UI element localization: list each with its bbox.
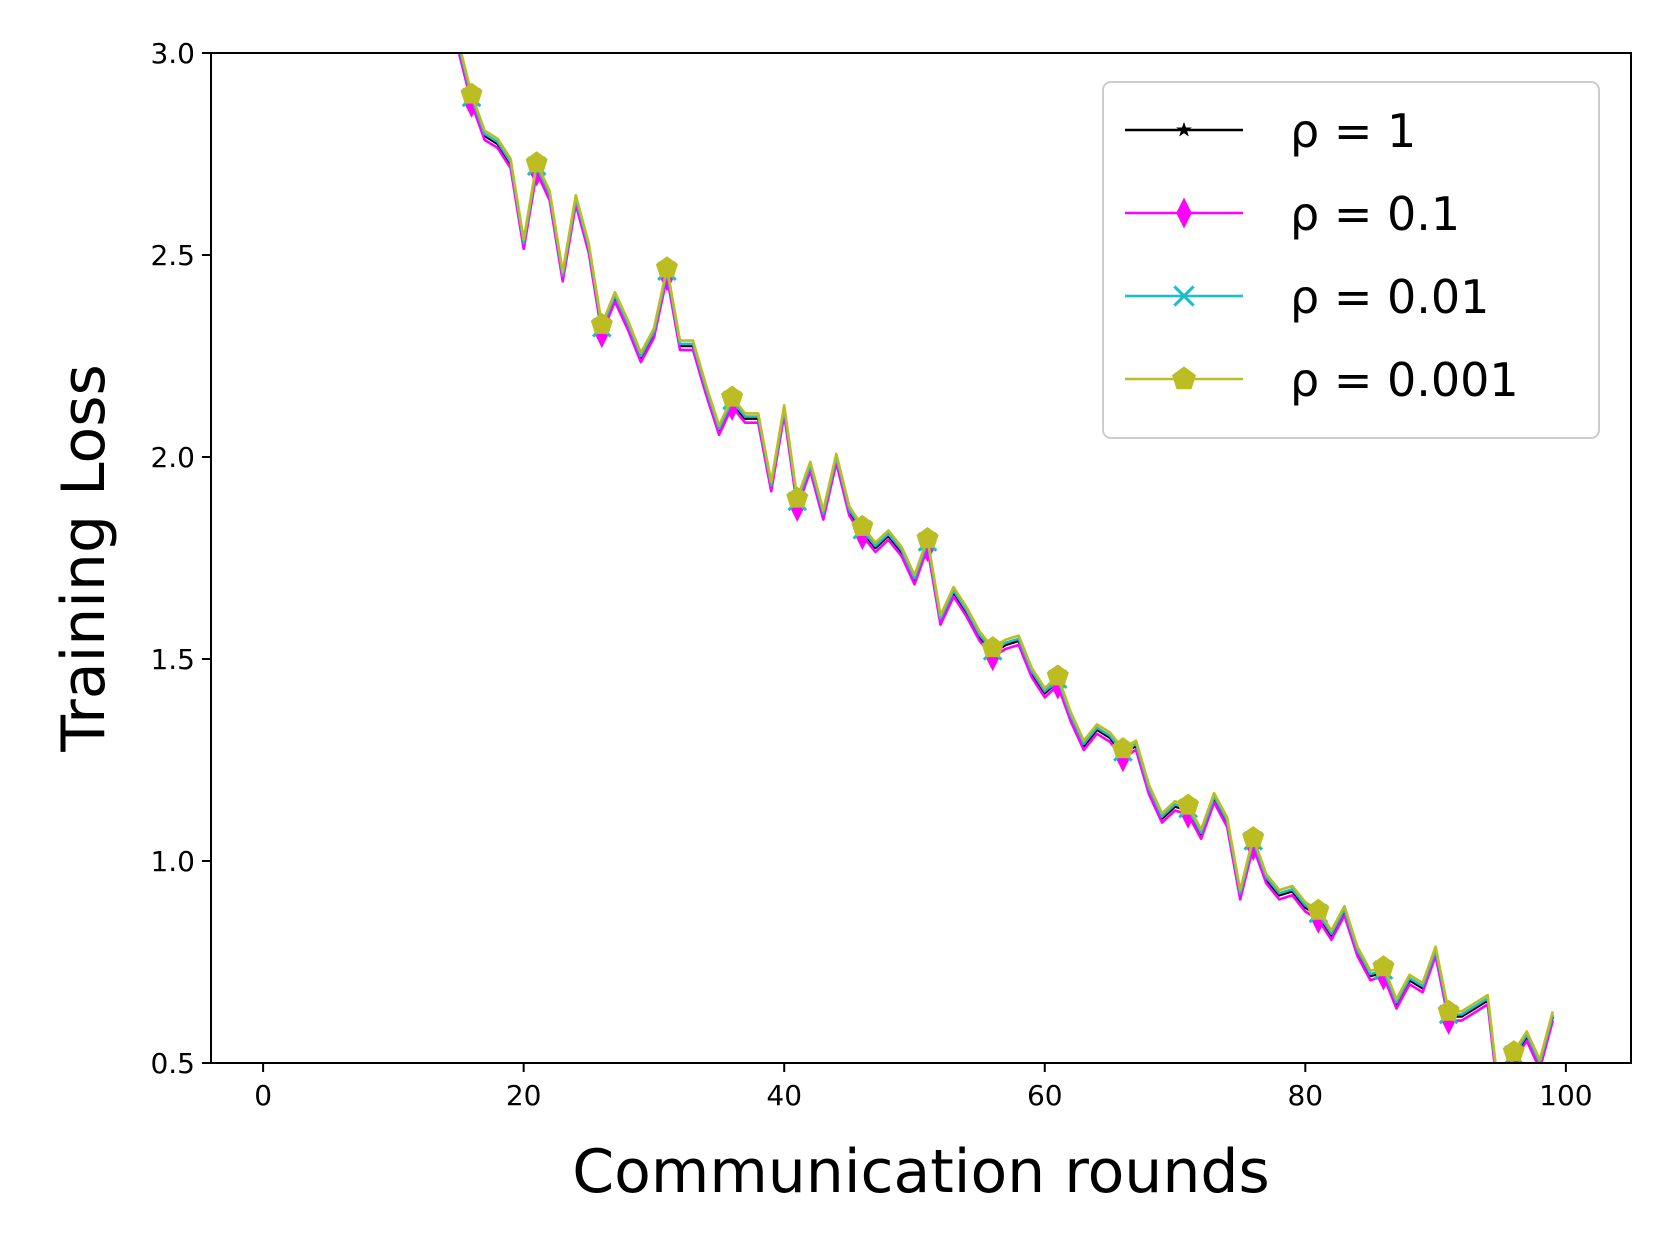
y-tick-label: 3.0 xyxy=(150,37,195,70)
legend-item: ρ = 0.001 xyxy=(1125,353,1519,407)
legend-label: ρ = 1 xyxy=(1290,104,1416,158)
series-marker xyxy=(1176,197,1192,229)
plot-frame xyxy=(210,52,1632,1064)
x-tick-label: 0 xyxy=(254,1079,272,1112)
series-marker xyxy=(1502,1040,1525,1062)
legend-item: ρ = 0.01 xyxy=(1125,270,1489,324)
legend: ρ = 1 ρ = 0.1 ρ = 0.01 ρ = 0.001 xyxy=(1102,81,1600,439)
series-marker xyxy=(1111,737,1134,759)
y-axis-title: Training Loss xyxy=(49,364,119,752)
series-marker xyxy=(851,514,874,536)
series-marker xyxy=(1173,285,1195,307)
series-line xyxy=(459,53,1555,1063)
series-marker xyxy=(590,312,613,334)
series-line xyxy=(457,53,1555,1063)
x-tick-label: 20 xyxy=(506,1079,542,1112)
legend-item: ρ = 0.1 xyxy=(1125,187,1460,241)
x-axis: 0 20 40 60 80 100 xyxy=(254,1063,1593,1112)
series-marker xyxy=(1437,999,1460,1021)
x-axis-title: Communication rounds xyxy=(572,1137,1269,1207)
y-tick-label: 1.5 xyxy=(150,643,195,676)
series-marker xyxy=(916,526,939,548)
y-tick-label: 1.0 xyxy=(150,845,195,878)
series-marker xyxy=(981,636,1004,658)
series-marker xyxy=(1046,664,1069,686)
series-marker xyxy=(460,82,483,104)
series-marker xyxy=(1177,793,1200,815)
series-marker xyxy=(1242,825,1265,847)
y-axis: 0.5 1.0 1.5 2.0 2.5 3.0 xyxy=(150,37,211,1080)
series-marker xyxy=(1172,366,1196,390)
legend-label: ρ = 0.1 xyxy=(1290,187,1460,241)
series-marker xyxy=(1372,955,1395,977)
y-tick-label: 2.0 xyxy=(150,441,195,474)
series-marker xyxy=(721,385,744,407)
y-tick-label: 2.5 xyxy=(150,239,195,272)
series-marker xyxy=(1307,898,1330,920)
legend-label: ρ = 0.01 xyxy=(1290,270,1489,324)
series-marker xyxy=(655,256,678,278)
series-marker xyxy=(1176,121,1192,137)
legend-label: ρ = 0.001 xyxy=(1290,353,1519,407)
series-layer xyxy=(457,53,1555,1063)
y-tick-label: 0.5 xyxy=(150,1047,195,1080)
legend-item: ρ = 1 xyxy=(1125,104,1416,158)
legend-box xyxy=(1102,81,1600,439)
x-tick-label: 40 xyxy=(766,1079,802,1112)
x-tick-label: 80 xyxy=(1287,1079,1323,1112)
series-4 xyxy=(459,53,1555,1063)
series-marker xyxy=(525,151,548,173)
series-marker xyxy=(786,486,809,508)
x-tick-label: 60 xyxy=(1027,1079,1063,1112)
x-tick-label: 100 xyxy=(1539,1079,1592,1112)
